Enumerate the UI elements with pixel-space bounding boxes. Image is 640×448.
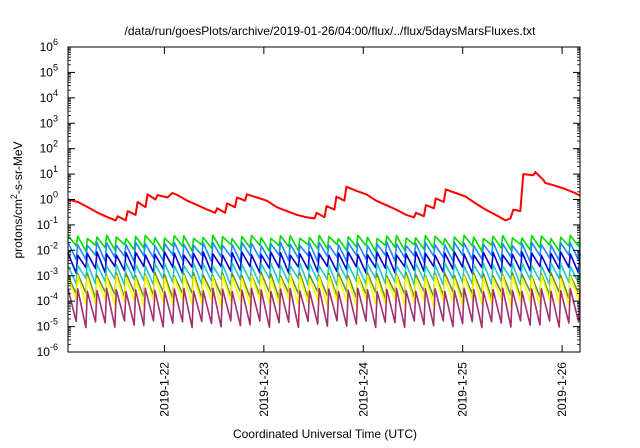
y-axis-title-sup: 2 — [9, 194, 19, 199]
y-axis-title: protons/cm2-s-sr-MeV — [9, 141, 25, 258]
y-tick-label: 106 — [40, 37, 58, 54]
x-axis-title: Coordinated Universal Time (UTC) — [233, 427, 417, 441]
x-tick-label: 2019-1-23 — [257, 362, 271, 417]
x-tick-label: 2019-1-22 — [157, 362, 171, 417]
x-tick-label: 2019-1-25 — [456, 362, 470, 417]
x-tick-label: 2019-1-24 — [356, 362, 370, 417]
x-tick-label: 2019-1-26 — [555, 362, 569, 417]
series-line-7 — [67, 287, 581, 329]
chart-title: /data/run/goesPlots/archive/2019-01-26/0… — [125, 24, 537, 38]
series-line-1 — [67, 234, 581, 253]
y-tick-label: 10-4 — [37, 291, 58, 308]
y-tick-label: 10-2 — [37, 240, 58, 257]
series-line-2 — [67, 241, 581, 263]
series-line-0 — [67, 171, 581, 222]
plot-area: 10-6 10-5 10-4 10-3 10-2 10-1 100 101 102 103 104 1… — [37, 37, 581, 417]
y-tick-label: 101 — [40, 164, 58, 181]
svg-text:protons/cm2-s-sr-MeV: protons/cm2-s-sr-MeV — [9, 141, 25, 258]
series-line-3 — [67, 251, 581, 274]
y-tick-label: 100 — [40, 190, 58, 207]
y-tick-label: 103 — [40, 113, 58, 130]
y-axis-title-tail: -s-sr-MeV — [11, 141, 25, 194]
y-tick-label: 10-3 — [37, 266, 58, 283]
y-tick-label: 105 — [40, 62, 58, 79]
y-tick-label: 10-5 — [37, 317, 58, 334]
y-tick-label: 102 — [40, 139, 58, 156]
y-tick-label: 10-6 — [37, 342, 58, 359]
series-line-4 — [67, 262, 581, 287]
y-axis-title-base: protons/cm — [11, 199, 25, 258]
y-tick-label: 10-1 — [37, 215, 58, 232]
y-tick-label: 104 — [40, 88, 58, 105]
